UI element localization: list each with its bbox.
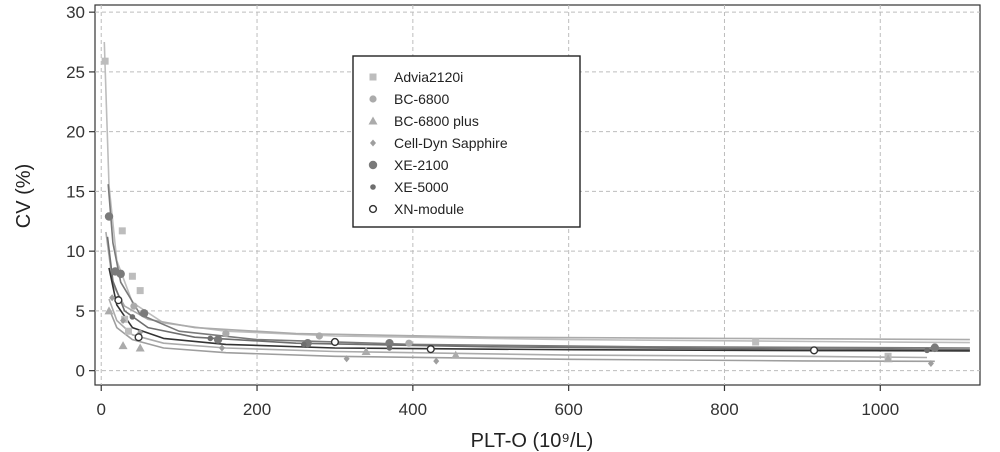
x-tick-label: 200 <box>243 400 271 419</box>
legend-marker-bc-6800 <box>369 95 377 103</box>
point-bc-6800-plus <box>361 347 371 356</box>
legend-box <box>352 55 581 228</box>
point-xe-5000 <box>129 314 136 320</box>
legend-marker-xe-2100 <box>368 160 378 170</box>
point-bc-6800-plus <box>451 350 461 359</box>
legend-label-advia2120i: Advia2120i <box>394 69 463 85</box>
point-cell-dyn-sapphire <box>927 359 934 367</box>
point-bc-6800-plus <box>104 306 114 315</box>
y-axis-title: CV (%) <box>13 164 35 228</box>
fit-curve-xn-module <box>108 267 970 352</box>
fit-curve-bc-6800-plus <box>108 298 928 359</box>
point-xe-2100 <box>385 338 394 348</box>
point-xe-2100 <box>213 335 223 344</box>
point-cell-dyn-sapphire <box>120 316 127 324</box>
point-cell-dyn-sapphire <box>109 294 116 302</box>
point-advia2120i <box>136 287 144 295</box>
point-advia2120i <box>124 327 132 335</box>
point-bc-6800-plus <box>883 354 893 363</box>
legend-label-xn-module: XN-module <box>394 201 464 217</box>
x-tick-label: 1000 <box>861 400 899 419</box>
point-cell-dyn-sapphire <box>218 344 225 352</box>
x-tick-label: 600 <box>554 400 582 419</box>
legend-label-xe-5000: XE-5000 <box>394 179 449 195</box>
y-tick-label: 30 <box>66 3 85 22</box>
point-xe-5000 <box>924 347 930 354</box>
y-tick-label: 25 <box>66 63 85 82</box>
point-cell-dyn-sapphire <box>343 355 350 363</box>
point-advia2120i <box>118 227 126 235</box>
point-xn-module <box>809 346 819 355</box>
point-xe-2100 <box>930 343 940 353</box>
point-xe-2100 <box>116 269 125 279</box>
legend-label-cell-dyn-sapphire: Cell-Dyn Sapphire <box>394 135 508 151</box>
legend-marker-xe-5000 <box>370 184 376 190</box>
point-xn-module <box>114 296 123 305</box>
legend-marker-cell-dyn-sapphire <box>370 139 376 147</box>
point-xe-2100 <box>139 309 149 318</box>
legend-marker-bc-6800-plus <box>368 116 378 125</box>
point-xe-5000 <box>300 341 307 348</box>
point-xn-module <box>134 333 143 342</box>
y-tick-label: 20 <box>66 123 85 142</box>
point-xn-module <box>426 345 435 354</box>
y-tick-label: 15 <box>66 182 85 201</box>
legend: Advia2120i BC-6800 BC-6800 plus Cell-Dyn Sa… <box>352 55 581 228</box>
point-advia2120i <box>752 338 760 346</box>
point-advia2120i <box>128 272 136 280</box>
point-bc-6800 <box>130 302 138 310</box>
x-axis: 0 200 400 600 800 1000 <box>96 385 899 419</box>
y-tick-label: 0 <box>76 362 85 381</box>
data-points <box>101 57 940 367</box>
y-tick-label: 10 <box>66 242 85 261</box>
point-xe-2100 <box>104 212 114 221</box>
y-axis: 0 5 10 15 20 25 30 <box>66 3 95 381</box>
point-bc-6800-plus <box>118 341 128 350</box>
fit-curve-cell-dyn-sapphire <box>108 308 935 363</box>
point-xe-5000 <box>207 335 214 342</box>
x-tick-label: 400 <box>399 400 427 419</box>
point-cell-dyn-sapphire <box>433 357 440 365</box>
x-tick-label: 0 <box>96 400 105 419</box>
fit-curves <box>103 41 970 363</box>
point-advia2120i <box>101 57 109 65</box>
legend-label-bc-6800: BC-6800 <box>394 91 449 107</box>
legend-label-xe-2100: XE-2100 <box>394 157 449 173</box>
point-xe-5000 <box>386 345 393 351</box>
legend-marker-advia2120i <box>369 73 377 81</box>
point-xn-module <box>330 337 340 347</box>
legend-marker-xn-module <box>368 204 378 214</box>
point-bc-6800 <box>405 339 413 347</box>
legend-label-bc-6800-plus: BC-6800 plus <box>394 113 479 129</box>
y-tick-label: 5 <box>76 302 85 321</box>
x-axis-title: PLT-O (10⁹/L) <box>471 430 594 452</box>
point-bc-6800-plus <box>135 343 145 352</box>
point-bc-6800 <box>222 330 230 338</box>
x-tick-label: 800 <box>710 400 738 419</box>
fit-curve-xe-5000 <box>106 236 970 351</box>
point-bc-6800 <box>315 332 323 340</box>
fit-curve-xe-2100 <box>107 184 970 349</box>
